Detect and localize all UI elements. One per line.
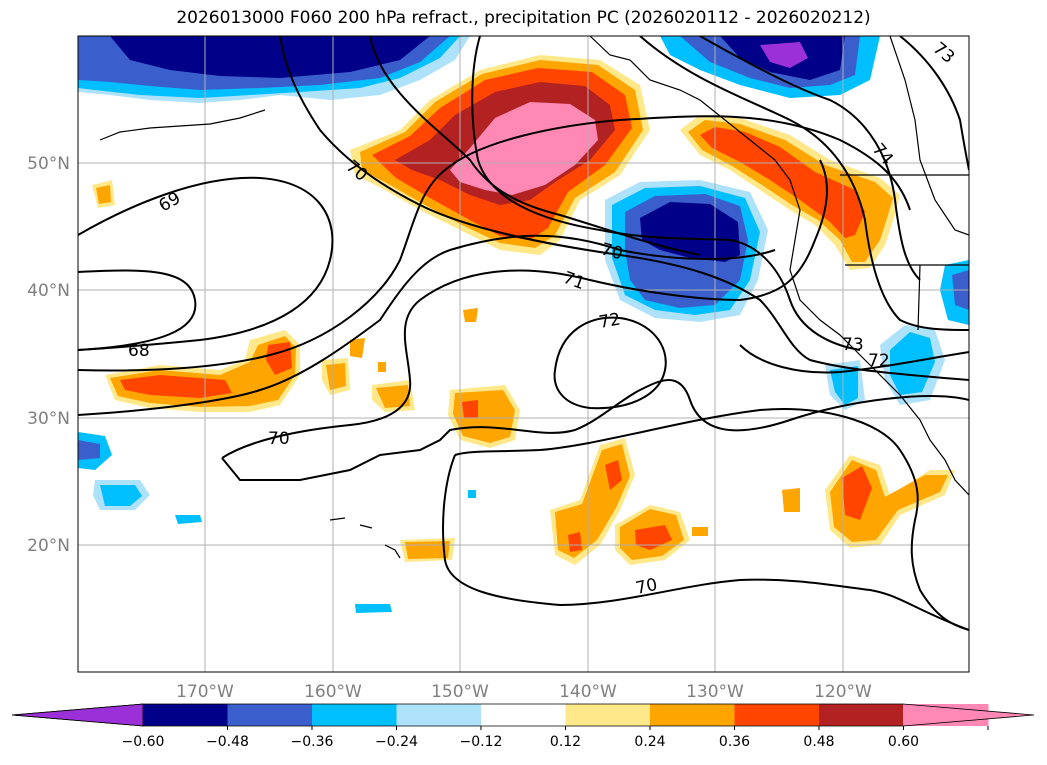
colorbar-segment — [734, 704, 820, 726]
colorbar-tick-label: −0.48 — [206, 734, 249, 750]
contour-label: 70 — [268, 429, 290, 449]
colorbar-extend-min — [11, 703, 144, 727]
map-frame — [77, 35, 970, 673]
lat-tick-label: 40°N — [27, 281, 70, 301]
negative-anomaly-small — [78, 260, 969, 613]
colorbar-segment — [565, 704, 651, 726]
colorbar-tick-label: 0.24 — [634, 734, 665, 750]
colorbar-tick-label: −0.12 — [460, 734, 503, 750]
lon-tick-label: 150°W — [431, 682, 489, 702]
map-area: 74 73 72 72 71 70 70 70 70 69 68 73 — [78, 36, 969, 672]
colorbar-tick-label: −0.60 — [122, 734, 165, 750]
lon-tick-label: 160°W — [304, 682, 362, 702]
refractivity-contours — [78, 36, 969, 631]
colorbar-tick-label: −0.24 — [375, 734, 418, 750]
colorbar-segment — [481, 704, 566, 726]
lat-tick-label: 20°N — [27, 536, 70, 556]
map-title: 2026013000 F060 200 hPa refract., precip… — [176, 8, 871, 28]
colorbar-segment — [227, 704, 313, 726]
negative-anomaly-north — [78, 36, 880, 103]
contour-label: 68 — [128, 341, 150, 361]
colorbar-tick-label: −0.36 — [291, 734, 334, 750]
colorbar-extend-max — [903, 704, 1034, 726]
lon-tick-label: 130°W — [686, 682, 744, 702]
colorbar: −0.60 −0.48 −0.36 −0.24 −0.12 0.12 0.24 0.36 0.4… — [11, 703, 1035, 750]
lat-tick-label: 50°N — [27, 154, 70, 174]
lat-tick-label: 30°N — [27, 409, 70, 429]
colorbar-tick-label: 0.60 — [888, 734, 919, 750]
lon-tick-label: 140°W — [559, 682, 617, 702]
positive-anomaly-west-band — [92, 180, 478, 412]
latitude-labels: 50°N 40°N 30°N 20°N — [27, 154, 70, 556]
colorbar-segment — [819, 704, 904, 726]
longitude-labels: 170°W 160°W 150°W 140°W 130°W 120°W — [176, 682, 872, 702]
contour-label: 72 — [597, 309, 622, 332]
contour-label: 73 — [842, 335, 864, 355]
positive-anomaly-main — [350, 55, 650, 255]
colorbar-segment — [396, 704, 482, 726]
colorbar-segment — [650, 704, 735, 726]
positive-anomaly-south — [400, 385, 955, 565]
colorbar-tick-label: 0.48 — [803, 734, 834, 750]
lon-tick-label: 120°W — [814, 682, 872, 702]
colorbar-segment — [143, 704, 228, 726]
coastlines — [99, 36, 969, 559]
contour-label: 70 — [634, 575, 659, 599]
colorbar-tick-label: 0.36 — [719, 734, 750, 750]
colorbar-frame — [11, 703, 1035, 727]
contour-label: 72 — [868, 351, 890, 371]
colorbar-tick-label: 0.12 — [550, 734, 581, 750]
colorbar-segment — [312, 704, 397, 726]
lon-tick-label: 170°W — [176, 682, 234, 702]
